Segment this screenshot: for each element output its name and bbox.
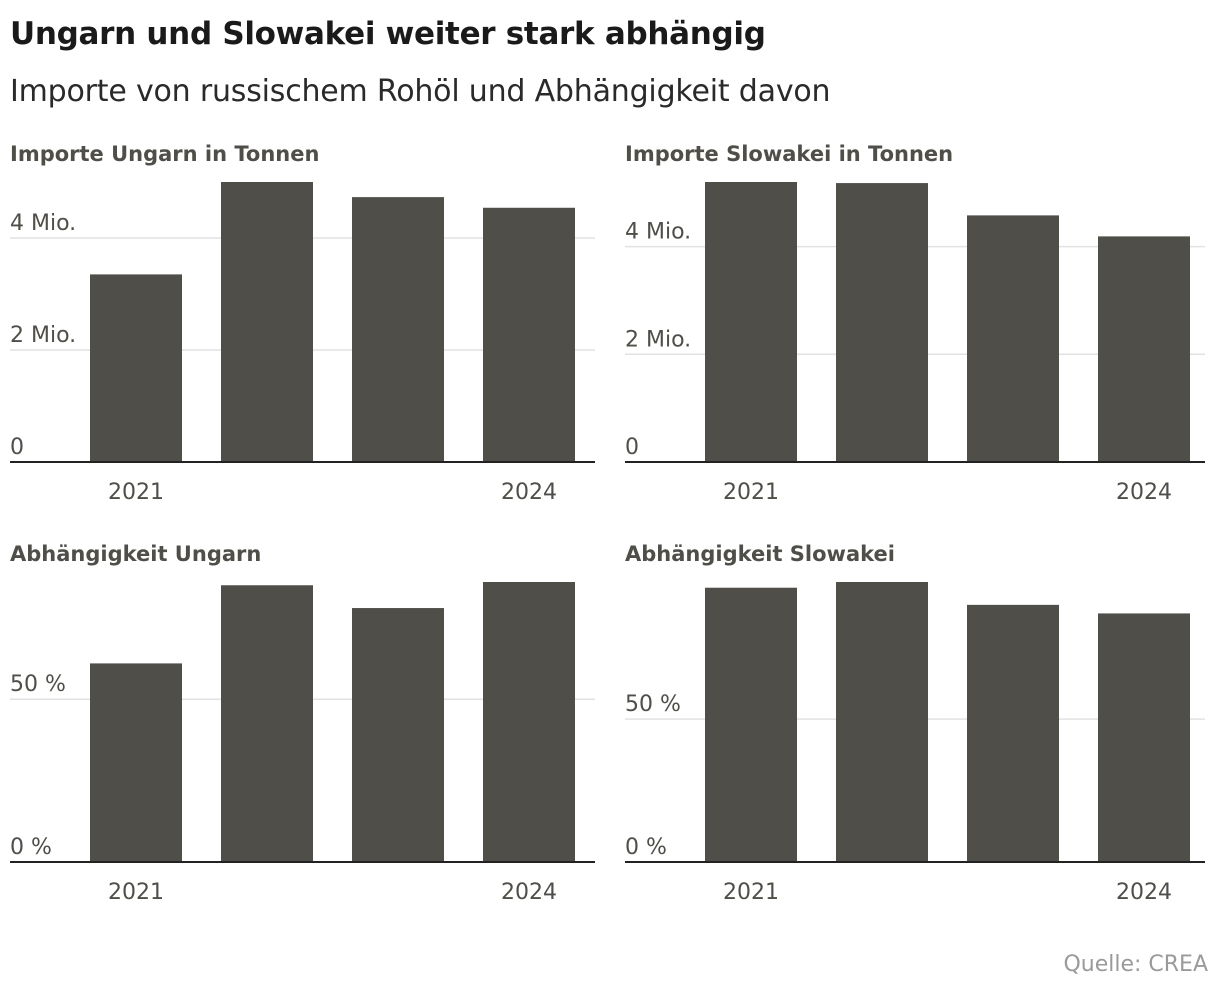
- x-tick-label: 2024: [501, 880, 557, 905]
- x-tick-label: 2024: [1116, 880, 1172, 905]
- bar-2023: [967, 215, 1059, 462]
- y-tick-label: 0: [10, 435, 24, 460]
- panel-title: Importe Slowakei in Tonnen: [625, 142, 954, 166]
- bar-2022: [836, 183, 928, 463]
- x-tick-label: 2021: [108, 880, 164, 905]
- bar-2023: [967, 604, 1059, 862]
- bar-2024: [483, 582, 575, 862]
- x-tick-label: 2024: [1116, 480, 1172, 505]
- bar-chart-dependency-hungary: 0 % 50 % 2021 2024: [10, 582, 595, 905]
- bar-chart-dependency-slovakia: 0 % 50 % 2021 2024: [625, 582, 1205, 905]
- bar-2024: [1098, 236, 1190, 462]
- x-tick-label: 2024: [501, 480, 557, 505]
- panel-imports-hungary: Importe Ungarn in Tonnen 0 2 Mio. 4 Mio. 20…: [10, 142, 600, 512]
- x-tick-label: 2021: [723, 880, 779, 905]
- panel-dependency-slovakia: Abhängigkeit Slowakei 0 % 50 % 2021 2024: [625, 542, 1215, 912]
- bar-2023: [352, 197, 444, 462]
- chart-subtitle: Importe von russischem Rohöl und Abhängi…: [10, 74, 831, 109]
- y-tick-label: 50 %: [10, 672, 66, 697]
- x-tick-label: 2021: [723, 480, 779, 505]
- bar-2022: [221, 585, 313, 862]
- bar-chart-imports-hungary: 0 2 Mio. 4 Mio. 2021 2024: [10, 182, 595, 505]
- bar-2024: [1098, 613, 1190, 862]
- y-tick-label: 4 Mio.: [625, 220, 691, 245]
- y-tick-label: 50 %: [625, 692, 681, 717]
- bar-2024: [483, 207, 575, 462]
- bar-2022: [836, 582, 928, 862]
- bar-2023: [352, 608, 444, 862]
- panel-title: Importe Ungarn in Tonnen: [10, 142, 320, 166]
- bar-2021: [705, 587, 797, 862]
- bar-2021: [705, 182, 797, 462]
- y-tick-label: 4 Mio.: [10, 211, 76, 236]
- panel-title: Abhängigkeit Ungarn: [10, 542, 262, 566]
- bar-2021: [90, 663, 182, 862]
- source-note: Quelle: CREA: [1063, 952, 1208, 977]
- bar-2021: [90, 274, 182, 462]
- panel-imports-slovakia: Importe Slowakei in Tonnen 0 2 Mio. 4 Mio.…: [625, 142, 1215, 512]
- bar-2022: [221, 182, 313, 462]
- chart-title: Ungarn und Slowakei weiter stark abhängi…: [10, 16, 766, 52]
- x-tick-label: 2021: [108, 480, 164, 505]
- y-tick-label: 2 Mio.: [625, 327, 691, 352]
- bar-chart-imports-slovakia: 0 2 Mio. 4 Mio. 2021 2024: [625, 182, 1205, 505]
- y-tick-label: 0: [625, 435, 639, 460]
- y-tick-label: 2 Mio.: [10, 323, 76, 348]
- y-tick-label: 0 %: [10, 835, 52, 860]
- panel-dependency-hungary: Abhängigkeit Ungarn 0 % 50 % 2021 2024: [10, 542, 600, 912]
- panel-title: Abhängigkeit Slowakei: [625, 542, 895, 566]
- y-tick-label: 0 %: [625, 835, 667, 860]
